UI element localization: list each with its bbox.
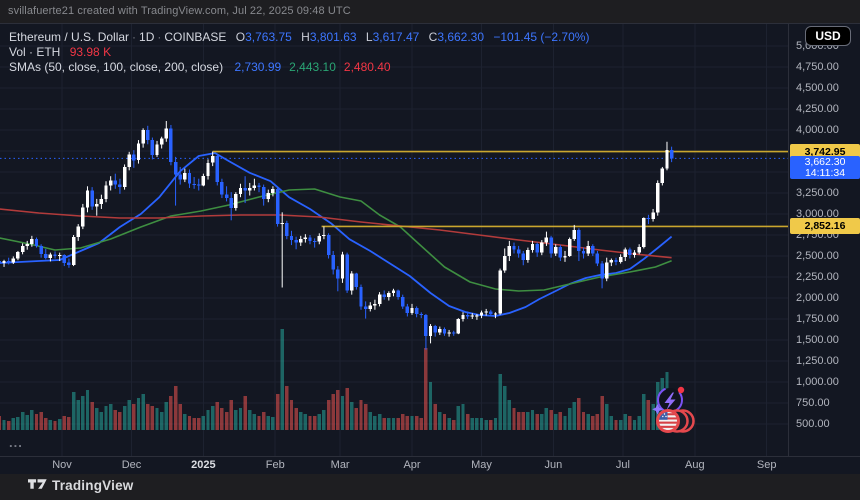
us-flag-sticker[interactable]	[656, 409, 695, 433]
ohlc-open: O3,763.75	[235, 30, 292, 44]
currency-toggle-button[interactable]: USD	[805, 26, 851, 46]
sma-100-line	[0, 188, 672, 292]
footer-bar: TradingView	[0, 473, 860, 500]
price-tick: 2,250.00	[796, 271, 839, 283]
ohlc-high: H3,801.63	[301, 30, 357, 44]
candles	[0, 121, 674, 350]
volume-value: 93.98 K	[69, 45, 112, 59]
price-tick: 1,500.00	[796, 334, 839, 346]
change-value: −101.45 (−2.70%)	[493, 30, 590, 44]
chart-legend: Ethereum / U.S. Dollar · 1D · COINBASE O3,76…	[9, 30, 589, 75]
chart-frame: Ethereum / U.S. Dollar · 1D · COINBASE O3,76…	[0, 23, 860, 474]
volume-label: Vol · ETH	[9, 45, 61, 59]
time-tick-may: May	[471, 459, 492, 471]
interval-label[interactable]: 1D	[139, 30, 155, 44]
price-tick: 1,750.00	[796, 313, 839, 325]
price-tick: 750.00	[796, 397, 830, 409]
sma-value: 2,443.10	[289, 60, 336, 74]
tradingview-logo-icon[interactable]	[28, 477, 50, 496]
time-tick-jul: Jul	[615, 459, 630, 471]
sma-value: 2,480.40	[343, 60, 391, 74]
last-price-label: 3,662.30 14:11:34	[790, 156, 860, 180]
exchange-label[interactable]: COINBASE	[164, 30, 227, 44]
level-lines[interactable]	[212, 150, 788, 228]
time-tick-jun: Jun	[544, 459, 563, 471]
volume-bars	[0, 329, 674, 430]
price-tick: 4,250.00	[796, 103, 839, 115]
price-tick: 4,500.00	[796, 82, 839, 94]
price-tick: 1,000.00	[796, 376, 839, 388]
level-price-label: 3,742.95	[790, 143, 860, 160]
time-tick-aug: Aug	[685, 459, 705, 471]
price-tick: 500.00	[796, 418, 830, 430]
price-tick: 1,250.00	[796, 355, 839, 367]
time-tick-feb: Feb	[265, 459, 285, 471]
bar-countdown: 14:11:34	[804, 167, 846, 180]
price-tick: 2,000.00	[796, 292, 839, 304]
price-axis[interactable]: USD 500.00 750.00 1,000.00 1,250.00 1,500.00…	[788, 24, 860, 456]
time-tick-dec: Dec	[121, 459, 142, 471]
ohlc-low: L3,617.47	[365, 30, 420, 44]
sma-value: 2,730.99	[234, 60, 282, 74]
sma-values: 2,730.99 2,443.10 2,480.40	[226, 60, 390, 74]
sma-50-line	[0, 152, 673, 317]
sma-200-line	[0, 208, 672, 259]
price-tick: 3,250.00	[796, 187, 839, 199]
time-tick-mar: Mar	[330, 459, 350, 471]
sma-label: SMAs (50, close, 100, close, 200, close)	[9, 60, 224, 74]
more-indicators-ellipsis[interactable]: ...	[9, 435, 23, 450]
price-tick: 2,500.00	[796, 250, 839, 262]
price-tick: 3,000.00	[796, 208, 839, 220]
volume-legend-row[interactable]: Vol · ETH 93.98 K	[9, 45, 589, 59]
symbol-legend-row[interactable]: Ethereum / U.S. Dollar · 1D · COINBASE O3,76…	[9, 30, 590, 44]
time-tick-2025: 2025	[191, 459, 216, 471]
symbol-title[interactable]: Ethereum / U.S. Dollar	[9, 30, 130, 44]
price-tick: 4,750.00	[796, 61, 839, 73]
time-tick-apr: Apr	[403, 459, 421, 471]
time-axis[interactable]: Nov Dec 2025 Feb Mar Apr May Jun Jul Aug Sep	[0, 456, 860, 474]
zap-sticker[interactable]	[652, 383, 687, 417]
time-tick-nov: Nov	[52, 459, 72, 471]
price-chart[interactable]	[0, 24, 788, 456]
level-price-label: 2,852.16	[790, 218, 860, 235]
ohlc-close: C3,662.30	[428, 30, 485, 44]
time-tick-sep: Sep	[756, 459, 777, 471]
watermark: svillafuerte21 created with TradingView.…	[8, 5, 351, 17]
price-tick: 4,000.00	[796, 124, 839, 136]
tradingview-brand[interactable]: TradingView	[52, 478, 134, 493]
last-price-value: 3,662.30	[804, 156, 846, 169]
sma-legend-row[interactable]: SMAs (50, close, 100, close, 200, close)…	[9, 60, 589, 74]
